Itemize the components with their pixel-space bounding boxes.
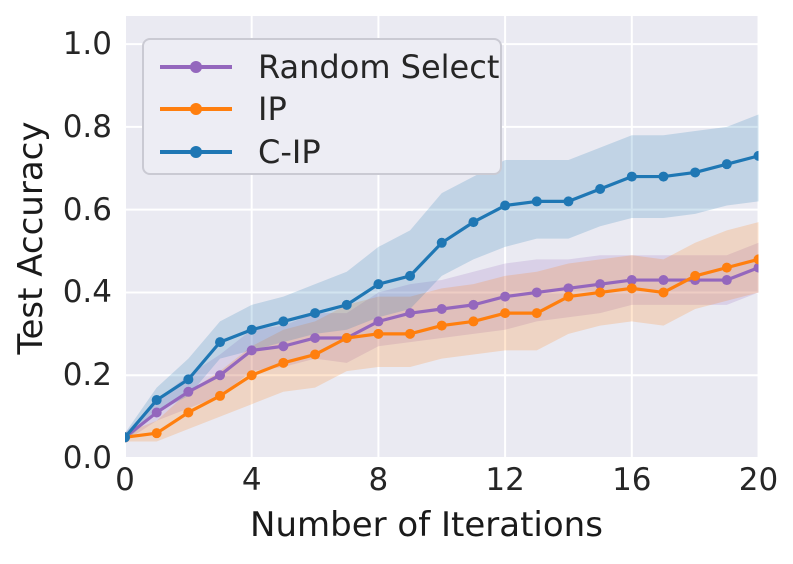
data-point-marker bbox=[310, 308, 321, 319]
data-point-marker bbox=[500, 200, 511, 211]
data-point-marker bbox=[563, 283, 574, 294]
data-point-marker bbox=[690, 167, 701, 178]
data-point-marker bbox=[468, 316, 479, 327]
y-tick-label: 1.0 bbox=[62, 26, 112, 63]
data-point-marker bbox=[436, 237, 447, 248]
y-tick-label: 0.4 bbox=[62, 274, 112, 311]
data-point-marker bbox=[278, 341, 289, 352]
data-point-marker bbox=[310, 349, 321, 360]
x-tick-label: 12 bbox=[485, 462, 525, 498]
data-point-marker bbox=[151, 407, 162, 418]
data-point-marker bbox=[626, 275, 637, 286]
data-point-marker bbox=[373, 328, 384, 339]
x-tick-label: 0 bbox=[115, 462, 135, 498]
legend-line-marker-icon bbox=[160, 103, 232, 116]
data-point-marker bbox=[753, 150, 759, 161]
data-point-marker bbox=[278, 316, 289, 327]
legend-line-marker-icon bbox=[160, 61, 232, 74]
data-point-marker bbox=[405, 270, 416, 281]
data-point-marker bbox=[246, 370, 257, 381]
data-point-marker bbox=[405, 308, 416, 319]
data-point-marker bbox=[246, 345, 257, 356]
legend-label: Random Select bbox=[258, 48, 500, 87]
data-point-marker bbox=[626, 171, 637, 182]
data-point-marker bbox=[215, 390, 226, 401]
data-point-marker bbox=[595, 279, 606, 290]
legend: Random Select IP C-IP bbox=[142, 38, 502, 175]
data-point-marker bbox=[721, 159, 732, 170]
data-point-marker bbox=[183, 374, 194, 385]
data-point-marker bbox=[341, 299, 352, 310]
data-point-marker bbox=[436, 304, 447, 315]
y-tick-label: 0.2 bbox=[62, 357, 112, 394]
data-point-marker bbox=[183, 407, 194, 418]
y-tick-label: 0.6 bbox=[62, 191, 112, 228]
data-point-marker bbox=[658, 287, 669, 298]
x-axis-title: Number of Iterations bbox=[250, 505, 603, 545]
x-tick-label: 4 bbox=[241, 462, 262, 498]
data-point-marker bbox=[753, 262, 759, 273]
legend-label: C-IP bbox=[258, 132, 321, 171]
confidence-band bbox=[125, 222, 759, 442]
data-point-marker bbox=[531, 196, 542, 207]
data-point-marker bbox=[626, 283, 637, 294]
data-point-marker bbox=[531, 287, 542, 298]
data-point-marker bbox=[595, 183, 606, 194]
legend-label: IP bbox=[258, 90, 287, 129]
data-point-marker bbox=[721, 275, 732, 286]
data-point-marker bbox=[690, 270, 701, 281]
y-tick-label: 0.0 bbox=[62, 440, 112, 476]
data-point-marker bbox=[563, 291, 574, 302]
data-point-marker bbox=[183, 386, 194, 397]
data-point-marker bbox=[310, 332, 321, 343]
x-tick-label: 8 bbox=[368, 462, 389, 498]
data-point-marker bbox=[531, 308, 542, 319]
data-point-marker bbox=[151, 428, 162, 439]
x-tick-label: 20 bbox=[738, 462, 779, 498]
data-point-marker bbox=[500, 291, 511, 302]
data-point-marker bbox=[278, 357, 289, 368]
data-point-marker bbox=[125, 432, 130, 443]
data-point-marker bbox=[563, 196, 574, 207]
data-point-marker bbox=[405, 328, 416, 339]
legend-item-ip: IP bbox=[158, 88, 500, 130]
confidence-band bbox=[125, 114, 759, 442]
data-point-marker bbox=[373, 279, 384, 290]
data-point-marker bbox=[215, 337, 226, 348]
y-axis-title: Test Accuracy bbox=[11, 121, 51, 355]
data-point-marker bbox=[151, 395, 162, 406]
data-point-marker bbox=[468, 217, 479, 228]
legend-item-random-select: Random Select bbox=[158, 46, 500, 88]
data-point-marker bbox=[721, 262, 732, 273]
x-tick-label: 16 bbox=[612, 462, 652, 498]
data-point-marker bbox=[215, 370, 226, 381]
data-point-marker bbox=[436, 320, 447, 331]
data-point-marker bbox=[341, 332, 352, 343]
data-point-marker bbox=[658, 275, 669, 286]
data-point-marker bbox=[500, 308, 511, 319]
legend-line-marker-icon bbox=[160, 145, 232, 158]
legend-item-c-ip: C-IP bbox=[158, 131, 500, 173]
data-point-marker bbox=[373, 316, 384, 327]
data-point-marker bbox=[246, 324, 257, 335]
data-point-marker bbox=[658, 171, 669, 182]
data-point-marker bbox=[753, 254, 759, 265]
data-point-marker bbox=[468, 299, 479, 310]
y-tick-label: 0.8 bbox=[62, 108, 112, 145]
data-point-marker bbox=[595, 287, 606, 298]
